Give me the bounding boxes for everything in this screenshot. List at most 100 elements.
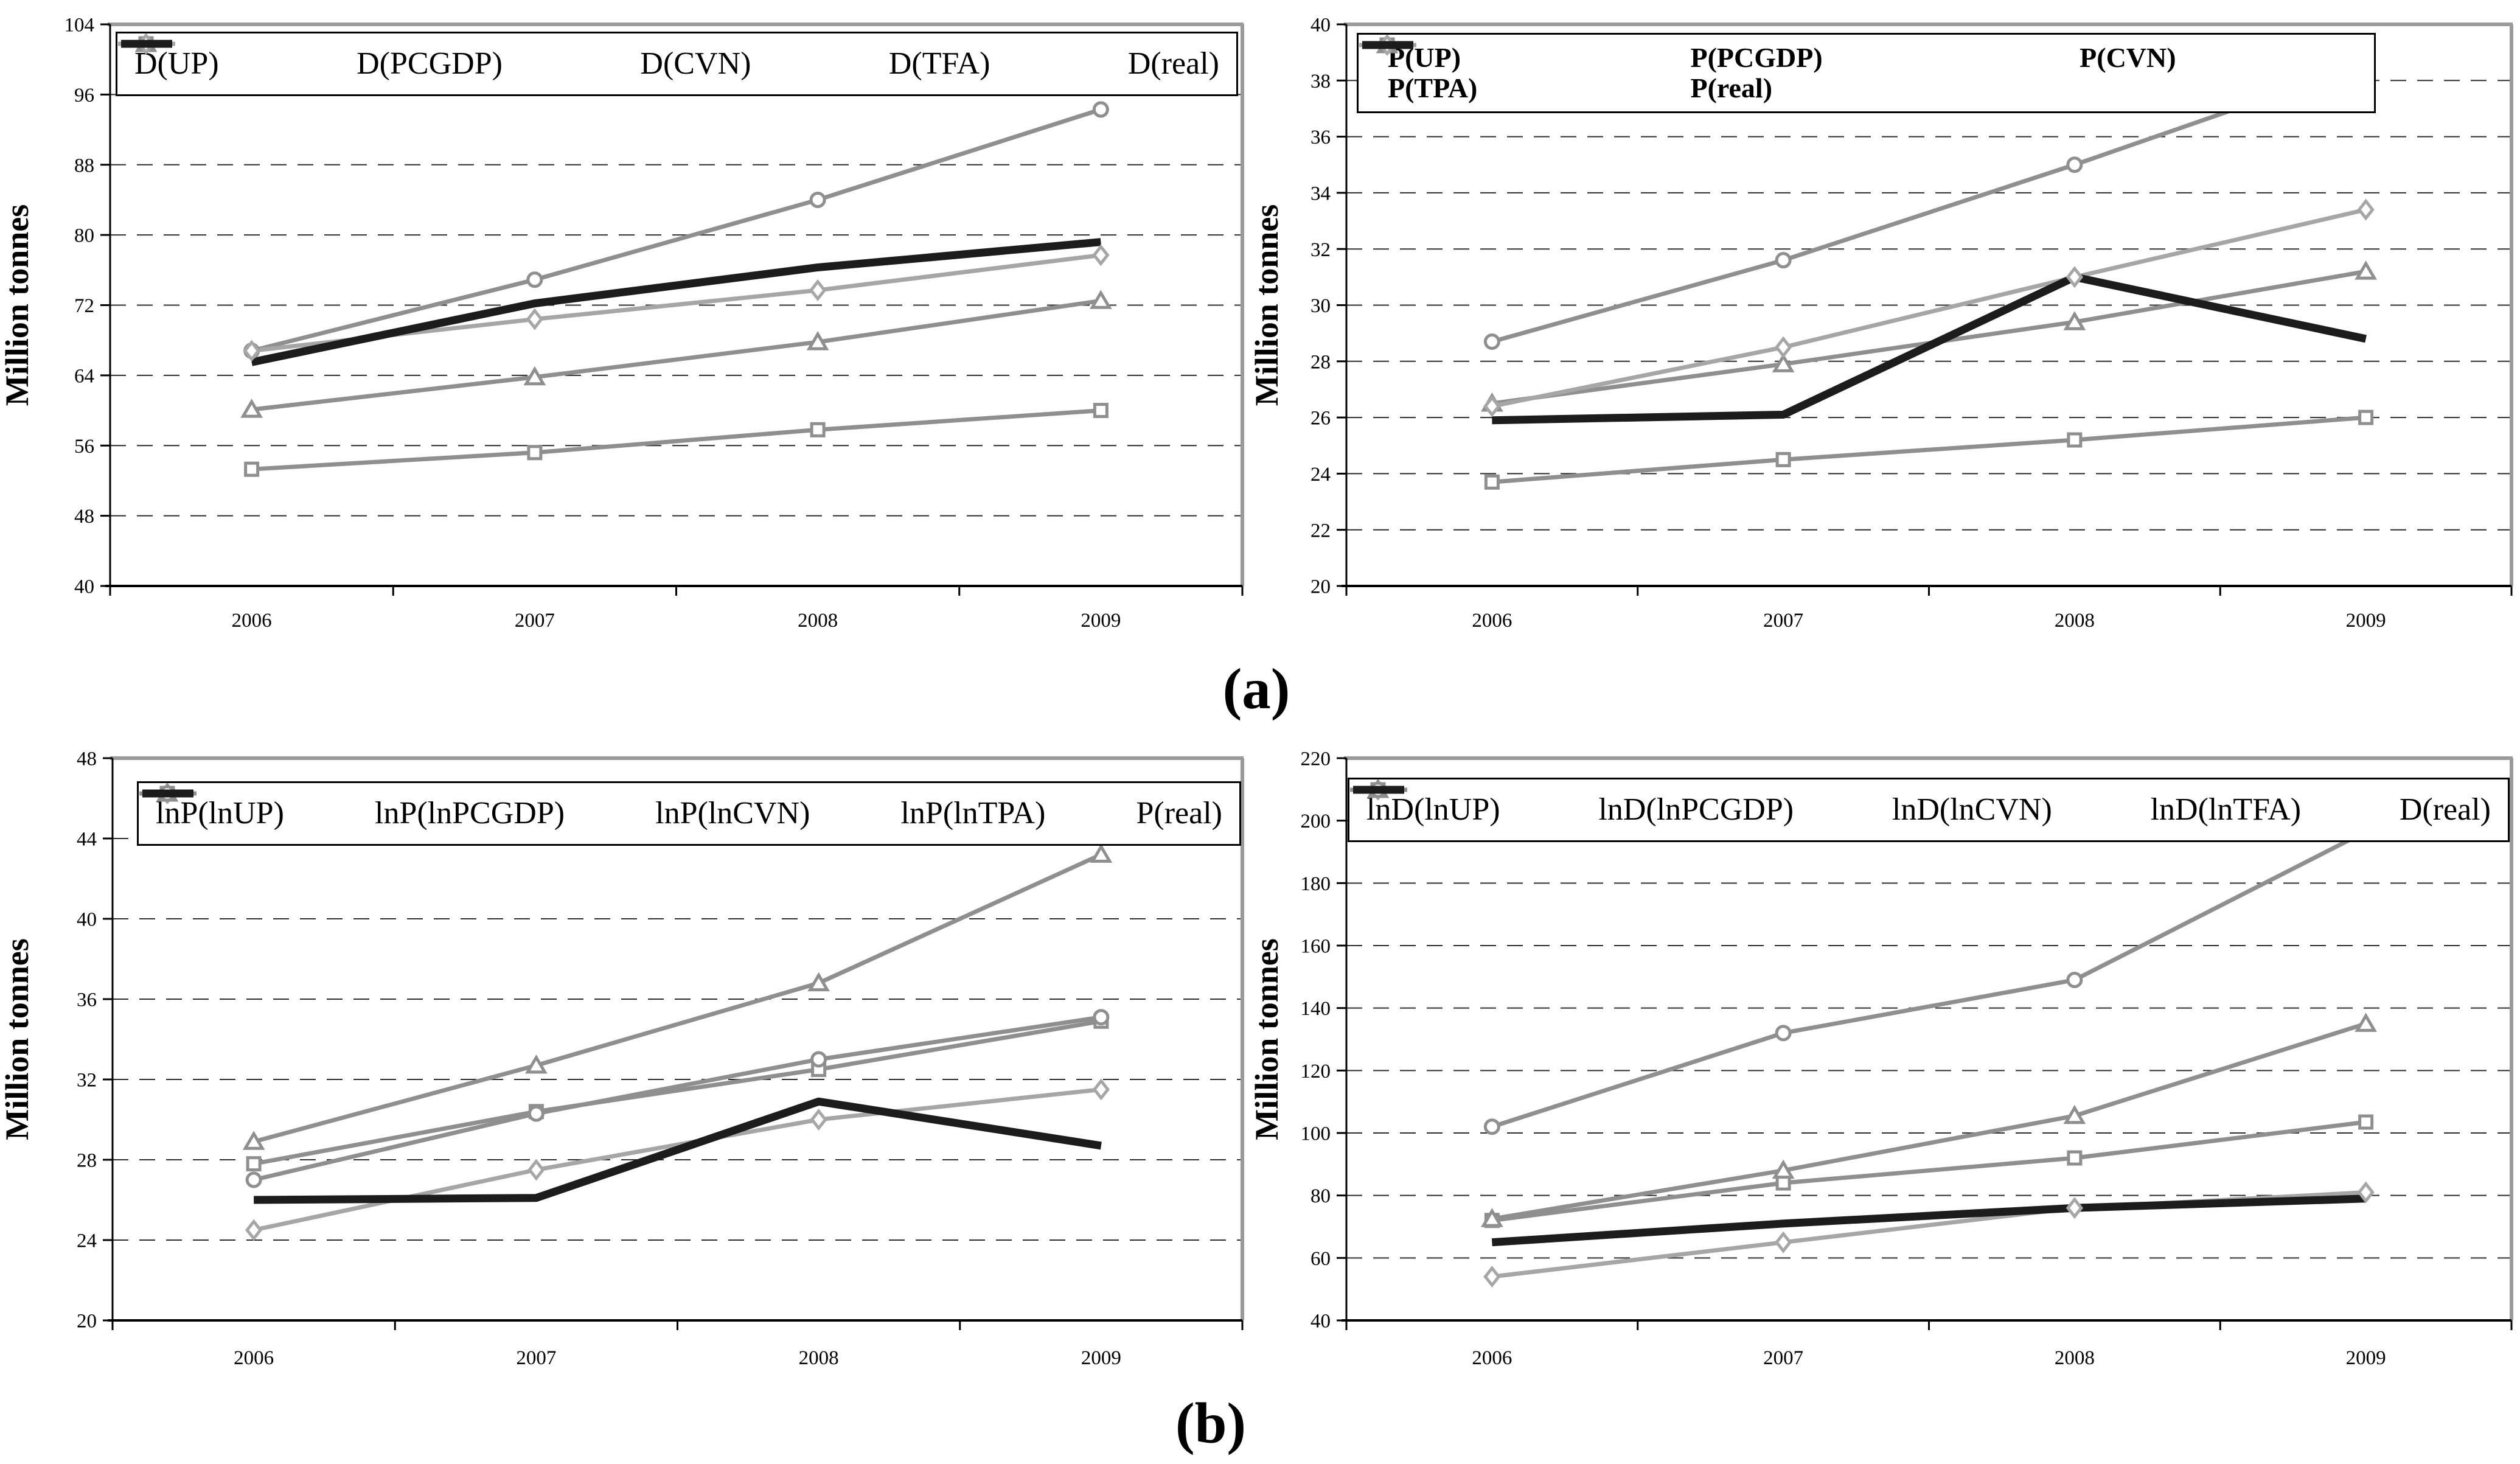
thick-line-legend-icon (1362, 41, 1413, 49)
triangle-marker-icon (1772, 353, 1795, 372)
diamond-marker-icon (243, 340, 260, 362)
x-tick-label: 2007 (515, 610, 555, 632)
plot-area-lnd-models: 220 200 180 160 140 120 100 80 60 40 2006 2007 2008 2… (1253, 748, 2513, 1369)
circle-marker-icon (526, 271, 543, 288)
y-tick-label: 22 (1310, 520, 1331, 542)
x-tick-label: 2006 (234, 1347, 274, 1369)
square-marker-icon (2358, 1114, 2374, 1130)
plot-area-lnp-models: 48 44 40 36 32 28 24 20 2006 2007 2008 2009 Million … (0, 748, 1244, 1369)
x-tick-label: 2009 (2346, 610, 2386, 632)
thick-line-legend-icon (1353, 786, 1404, 794)
series-line-d-real (1491, 1194, 2366, 1247)
legend-box-production-models: P(UP) P(PCGDP) P(CVN) P(TPA) P(real) (1357, 33, 2376, 113)
y-tick-label: 160 (1301, 936, 1331, 958)
panel-b-caption: (b) (1175, 1391, 1247, 1455)
circle-marker-icon (527, 1105, 545, 1122)
triangle-marker-icon (242, 1131, 265, 1150)
legend-label: lnD(lnTFA) (2150, 792, 2302, 827)
series-line-d-real (251, 238, 1101, 366)
series-line-lnd-lntfa (1491, 829, 2367, 1129)
legend-label: P(PCGDP) (1690, 42, 1823, 73)
y-tick-label: 72 (74, 295, 94, 317)
legend-label: D(CVN) (640, 46, 751, 81)
legend-item-p-real: P(real) (142, 789, 1222, 829)
diamond-marker-icon (1774, 1231, 1792, 1253)
circle-marker-icon (1093, 1009, 1110, 1026)
y-tick-label: 38 (1310, 71, 1331, 92)
series-line-d-cvn (251, 107, 1102, 353)
y-tick-label: 40 (1310, 1311, 1331, 1333)
legend-label: lnP(lnUP) (156, 796, 284, 831)
y-tick-label: 36 (1310, 127, 1331, 148)
y-tick-label: 28 (77, 1150, 97, 1172)
y-tick-label: 28 (1310, 351, 1331, 373)
y-tick-label: 200 (1301, 810, 1331, 832)
legend-label: P(TPA) (1388, 72, 1478, 103)
legend-label: D(real) (2399, 792, 2491, 827)
circle-marker-icon (810, 1051, 827, 1068)
circle-marker-icon (245, 1171, 262, 1188)
triangle-marker-icon (1090, 290, 1112, 309)
y-axis-title: Million tonnes (0, 938, 35, 1140)
circle-marker-icon (1775, 1025, 1792, 1042)
square-marker-icon (246, 1156, 262, 1172)
square-marker-icon (244, 461, 260, 477)
square-marker-icon (527, 445, 543, 461)
thick-line-legend-icon (121, 40, 172, 48)
thick-line-legend-icon (142, 789, 193, 798)
circle-marker-icon (809, 191, 826, 208)
x-tick-label: 2008 (798, 610, 838, 632)
y-axis-title: Million tonnes (1253, 938, 1285, 1140)
y-tick-label: 140 (1301, 998, 1331, 1020)
series-line-p-cvn (1491, 61, 2367, 344)
y-tick-label: 80 (74, 225, 94, 247)
legend-box-demand-models: D(UP) D(PCGDP) D(CVN) D(TFA) D(real) (116, 32, 1238, 96)
square-marker-icon (1484, 474, 1500, 490)
triangle-marker-icon (1481, 1208, 1503, 1227)
legend-label: lnP(lnPCGDP) (375, 796, 565, 831)
series-line-p-up (1492, 415, 2366, 484)
x-tick-label: 2009 (1081, 610, 1121, 632)
legend-item-lnp-lncvn: lnP(lnCVN) (139, 783, 810, 829)
diamond-marker-icon (245, 1219, 263, 1241)
x-tick-label: 2006 (232, 610, 272, 632)
diamond-marker-icon (1774, 336, 1792, 358)
x-tick-label: 2006 (1472, 610, 1512, 632)
diamond-marker-icon (2066, 266, 2084, 288)
x-tick-label: 2009 (1081, 1347, 1121, 1369)
y-tick-label: 32 (1310, 239, 1331, 261)
series-line-p-pcgdp (1491, 269, 2367, 406)
diamond-marker-icon (1483, 1266, 1501, 1288)
y-tick-label: 104 (64, 15, 95, 37)
circle-marker-icon (1775, 252, 1792, 269)
x-tick-label: 2008 (2055, 1347, 2095, 1369)
series-line-lnd-lnup (1491, 1120, 2367, 1223)
x-tick-label: 2007 (1763, 610, 1803, 632)
y-axis-title: Million tonnes (0, 204, 35, 406)
diamond-marker-icon (2357, 1181, 2375, 1204)
legend-label: lnD(lnCVN) (1892, 792, 2052, 827)
series-line-lnd-lncvn (1491, 1021, 2367, 1221)
plot-area-demand-models: 104 96 88 80 72 64 56 48 40 2006 2007 2008 2009 Milli… (0, 15, 1244, 632)
triangle-marker-icon (523, 366, 546, 386)
legend-label: lnP(lnTPA) (900, 796, 1046, 831)
series-line-lnp-lncvn (253, 852, 1102, 1144)
diamond-marker-icon (1092, 244, 1110, 267)
legend-item-lnp-lnpcgdp: lnP(lnPCGDP) (139, 783, 565, 831)
diamond-marker-icon (2066, 1197, 2084, 1219)
x-tick-label: 2009 (2346, 1347, 2386, 1369)
circle-marker-icon (1483, 333, 1500, 350)
x-tick-label: 2008 (2055, 610, 2095, 632)
legend-label: P(CVN) (2080, 42, 2176, 73)
series-line-d-pcgdp (251, 298, 1101, 412)
square-marker-icon (1093, 403, 1109, 419)
x-tick-label: 2007 (1763, 1347, 1803, 1369)
y-tick-label: 44 (77, 829, 97, 851)
y-tick-label: 40 (74, 576, 94, 598)
series-line-lnp-lnup (253, 1019, 1102, 1166)
triangle-marker-icon (240, 399, 263, 418)
y-tick-label: 48 (74, 506, 94, 528)
series-line-p-tpa (1491, 207, 2367, 409)
diamond-marker-icon (1483, 395, 1501, 417)
series-line-p-real (254, 1097, 1102, 1204)
